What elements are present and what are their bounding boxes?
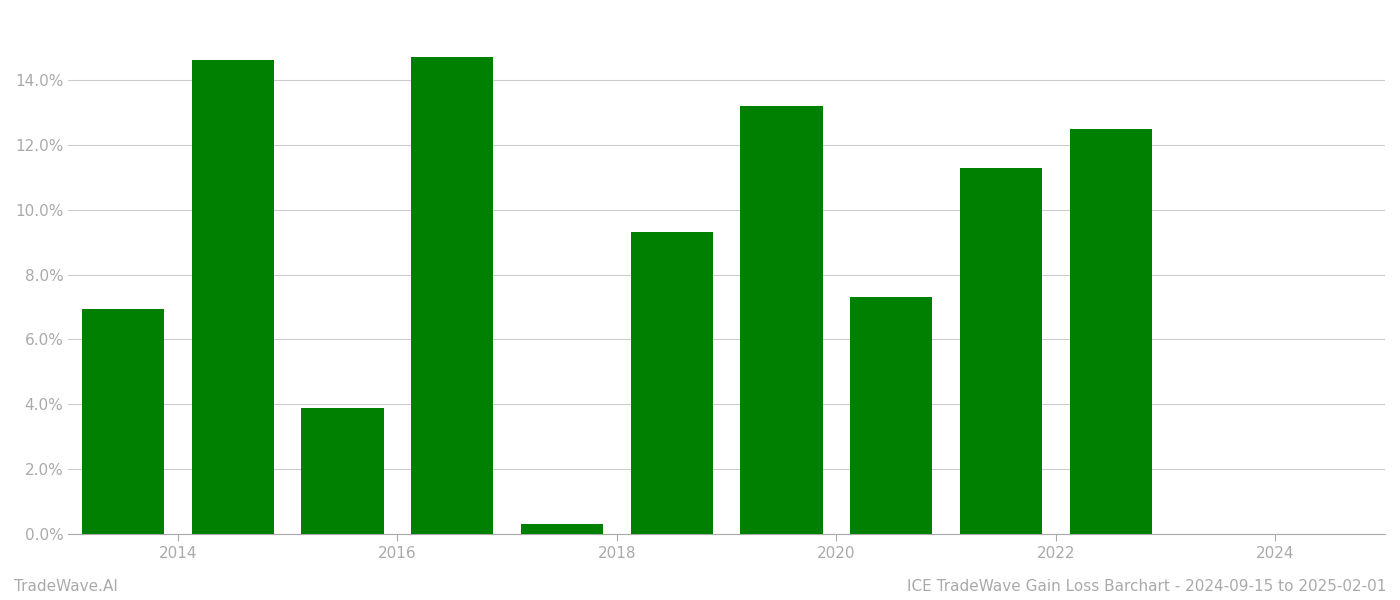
Bar bbox=[741, 106, 823, 534]
Bar bbox=[850, 298, 932, 534]
Bar bbox=[83, 308, 164, 534]
Bar bbox=[412, 57, 493, 534]
Bar bbox=[521, 524, 603, 534]
Text: TradeWave.AI: TradeWave.AI bbox=[14, 579, 118, 594]
Bar bbox=[960, 167, 1042, 534]
Bar bbox=[301, 407, 384, 534]
Bar bbox=[192, 61, 274, 534]
Text: ICE TradeWave Gain Loss Barchart - 2024-09-15 to 2025-02-01: ICE TradeWave Gain Loss Barchart - 2024-… bbox=[907, 579, 1386, 594]
Bar bbox=[1070, 128, 1152, 534]
Bar bbox=[630, 232, 713, 534]
